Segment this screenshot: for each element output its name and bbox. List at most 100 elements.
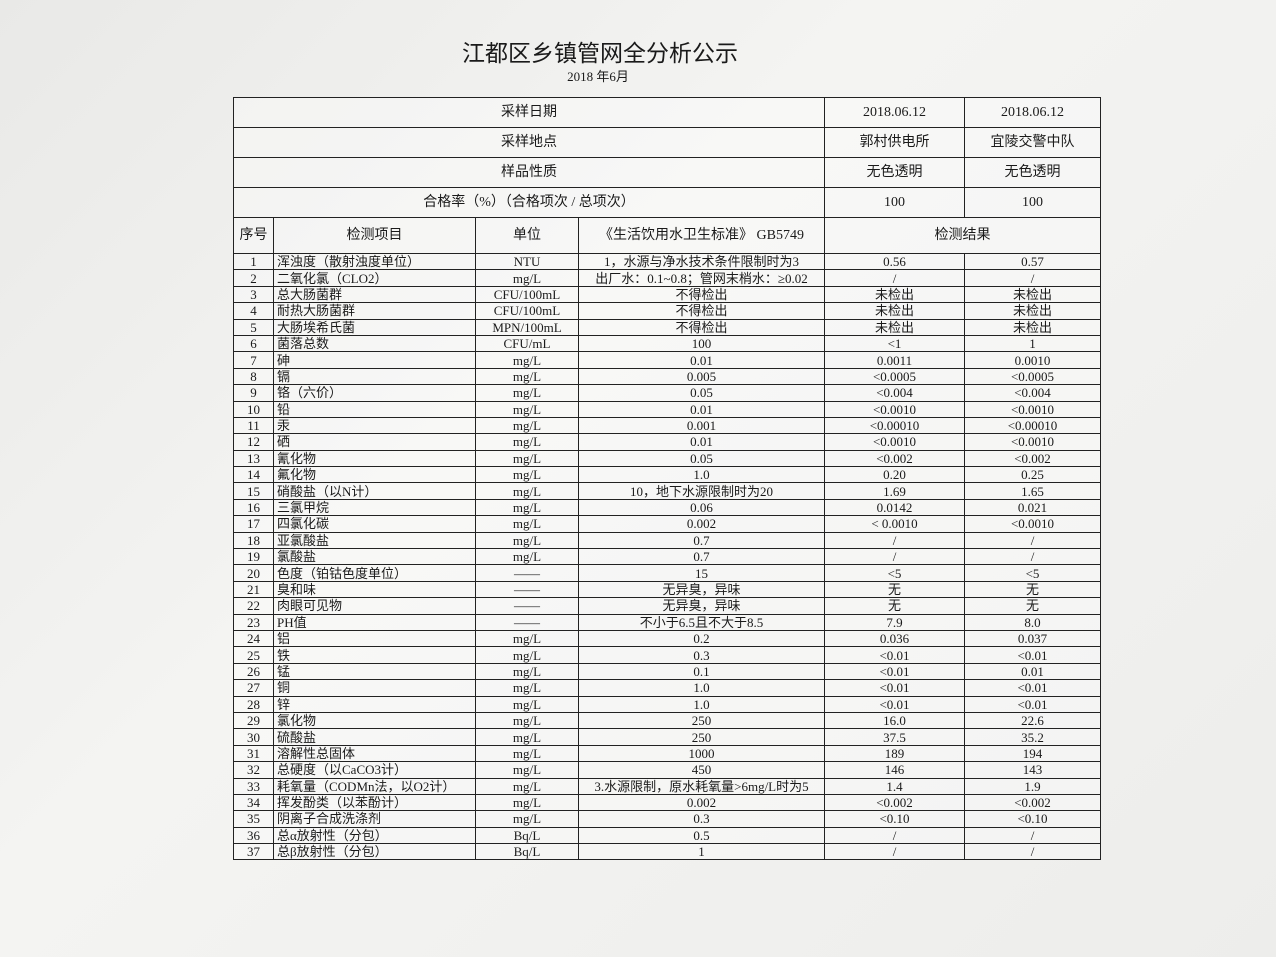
- row-number: 20: [233, 564, 274, 582]
- subtitle: 2018 年6月: [567, 69, 629, 84]
- result: <5: [824, 564, 965, 582]
- unit: mg/L: [475, 531, 579, 550]
- row-number: 36: [233, 826, 274, 845]
- unit: mg/L: [475, 646, 579, 664]
- data-row: 12 硒 mg/L 0.01 <0.0010 <0.0010: [233, 433, 1101, 451]
- result: <0.00010: [824, 416, 965, 435]
- unit: mg/L: [475, 351, 579, 369]
- standard: 不得检出: [578, 302, 825, 320]
- unit: mg/L: [475, 384, 579, 402]
- item: 铅: [273, 400, 476, 418]
- data-row: 14 氟化物 mg/L 1.0 0.20 0.25: [233, 466, 1101, 484]
- data-row: 8 镉 mg/L 0.005 <0.0005 <0.0005: [233, 367, 1101, 386]
- data-row: 17 四氯化碳 mg/L 0.002 < 0.0010 <0.0010: [233, 515, 1101, 533]
- data-row: 30 硫酸盐 mg/L 250 37.5 35.2: [233, 728, 1101, 746]
- column-header: 检测结果: [824, 217, 1101, 254]
- item: 臭和味: [273, 580, 476, 599]
- unit: mg/L: [475, 711, 579, 730]
- item: 三氯甲烷: [273, 498, 476, 517]
- standard: 1.0: [578, 466, 825, 484]
- item: 菌落总数: [273, 334, 476, 353]
- standard: 100: [578, 334, 825, 353]
- item: 砷: [273, 351, 476, 369]
- unit: mg/L: [475, 744, 579, 763]
- unit: ——: [475, 564, 579, 582]
- data-row: 35 阴离子合成洗涤剂 mg/L 0.3 <0.10 <0.10: [233, 810, 1101, 828]
- unit: mg/L: [475, 728, 579, 746]
- data-row: 37 总β放射性（分包） Bq/L 1//: [233, 843, 1101, 861]
- data-row: 34 挥发酚类（以苯酚计） mg/L 0.002 <0.002 <0.002: [233, 793, 1101, 812]
- standard: 无异臭，异味: [578, 597, 825, 615]
- info-value: 2018.06.12: [824, 97, 965, 128]
- result: 194: [964, 744, 1101, 763]
- item: 色度（铂钴色度单位）: [273, 564, 476, 582]
- row-number: 1: [233, 252, 274, 271]
- row-number: 8: [233, 367, 274, 386]
- data-row: 6 菌落总数 CFU/mL 100 <1 1: [233, 334, 1101, 353]
- standard: 不得检出: [578, 318, 825, 336]
- row-number: 24: [233, 629, 274, 648]
- result: <0.002: [964, 793, 1101, 812]
- item: 耗氧量（CODMn法，以O2计）: [273, 777, 476, 795]
- result: /: [824, 843, 965, 861]
- result: <0.00010: [964, 416, 1101, 435]
- row-number: 22: [233, 597, 274, 615]
- result: /: [824, 269, 965, 287]
- data-row: 28 锌 mg/L 1.0 <0.01 <0.01: [233, 695, 1101, 713]
- row-number: 11: [233, 416, 274, 435]
- unit: mg/L: [475, 449, 579, 468]
- data-row: 21 臭和味 —— 无异臭，异味无无: [233, 580, 1101, 599]
- result: 0.25: [964, 466, 1101, 484]
- unit: mg/L: [475, 695, 579, 713]
- result: < 0.0010: [824, 515, 965, 533]
- result: 0.56: [824, 252, 965, 271]
- result: /: [824, 826, 965, 845]
- result: <0.002: [824, 793, 965, 812]
- standard: 10，地下水源限制时为20: [578, 482, 825, 500]
- standard: 0.05: [578, 384, 825, 402]
- result: 1.4: [824, 777, 965, 795]
- table-body: 采样日期 2018.06.12 2018.06.12 采样地点 郭村供电所 宜陵交警中队样…: [233, 97, 1101, 861]
- data-row: 15 硝酸盐（以N计） mg/L 10，地下水源限制时为20 1.69 1.65: [233, 482, 1101, 500]
- result: /: [824, 548, 965, 566]
- result: 16.0: [824, 711, 965, 730]
- column-header-row: 序号 检测项目 单位 《生活饮用水卫生标准》 GB5749 检测结果: [233, 217, 1101, 254]
- item: 亚氯酸盐: [273, 531, 476, 550]
- standard: 出厂水：0.1~0.8；管网末梢水：≥0.02: [578, 269, 825, 287]
- info-row: 采样日期 2018.06.12 2018.06.12: [233, 97, 1101, 128]
- data-row: 16 三氯甲烷 mg/L 0.06 0.0142 0.021: [233, 498, 1101, 517]
- data-row: 24 铝 mg/L 0.2 0.036 0.037: [233, 629, 1101, 648]
- result: 0.036: [824, 629, 965, 648]
- row-number: 15: [233, 482, 274, 500]
- info-value: 100: [964, 187, 1101, 218]
- row-number: 10: [233, 400, 274, 418]
- info-label: 采样地点: [233, 127, 825, 158]
- item: 铬（六价）: [273, 384, 476, 402]
- result: 146: [824, 761, 965, 779]
- result: <0.01: [964, 695, 1101, 713]
- info-value: 宜陵交警中队: [964, 127, 1101, 158]
- data-row: 18 亚氯酸盐 mg/L 0.7//: [233, 531, 1101, 550]
- standard: 0.01: [578, 433, 825, 451]
- result: <0.0010: [964, 400, 1101, 418]
- data-row: 2 二氧化氯（CLO2） mg/L 出厂水：0.1~0.8；管网末梢水：≥0.02//: [233, 269, 1101, 287]
- row-number: 19: [233, 548, 274, 566]
- unit: mg/L: [475, 433, 579, 451]
- standard: 0.01: [578, 351, 825, 369]
- data-row: 20 色度（铂钴色度单位） —— 15 <5 <5: [233, 564, 1101, 582]
- result: 35.2: [964, 728, 1101, 746]
- row-number: 13: [233, 449, 274, 468]
- item: 氟化物: [273, 466, 476, 484]
- row-number: 21: [233, 580, 274, 599]
- result: <0.0010: [964, 433, 1101, 451]
- unit: mg/L: [475, 367, 579, 386]
- result: /: [964, 548, 1101, 566]
- result: 未检出: [964, 302, 1101, 320]
- row-number: 4: [233, 302, 274, 320]
- standard: 0.7: [578, 531, 825, 550]
- standard: 250: [578, 728, 825, 746]
- row-number: 17: [233, 515, 274, 533]
- standard: 0.002: [578, 793, 825, 812]
- data-row: 23 PH值 —— 不小于6.5且不大于8.5 7.9 8.0: [233, 613, 1101, 631]
